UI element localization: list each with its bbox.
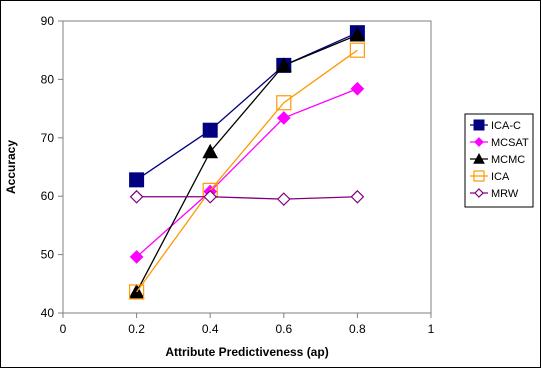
legend-label-mrw: MRW [491,188,519,200]
legend-label-ica: ICA [491,171,510,183]
x-axis-ticks: 0 0.2 0.4 0.6 0.8 1 [60,313,435,336]
y-tick-label: 70 [41,131,55,145]
data-point-ica-c [129,172,145,188]
data-point-mrw [129,189,144,204]
legend-label-mcsat: MCSAT [491,137,529,149]
data-point-mrw [350,189,365,204]
legend-marker-mrw [474,188,484,198]
series-line-mcmc [136,34,358,293]
legend-item-mcmc: MCMC [470,152,525,166]
plot-area [62,20,432,314]
data-point-ica [276,95,292,111]
legend-item-mrw: MRW [470,188,519,200]
x-tick-label: 0 [60,322,67,336]
y-tick-label: 80 [41,72,55,86]
data-point-mcmc [202,143,219,159]
legend-item-ica: ICA [470,170,510,183]
x-tick-label: 0.8 [349,322,366,336]
legend-item-mcsat: MCSAT [470,137,529,149]
legend-label-ica-c: ICA-C [491,120,521,132]
series-line-ica [136,49,358,293]
series-mrw [129,189,365,206]
data-point-mcmc [275,57,292,72]
series-mcsat [129,81,365,264]
data-point-mrw [203,189,218,204]
series-line-mcsat [136,88,358,258]
data-point-mrw [276,192,291,206]
legend-label-mcmc: MCMC [491,154,525,166]
x-tick-label: 0.6 [275,322,292,336]
data-point-mcmc [349,26,366,42]
y-tick-label: 90 [41,14,55,28]
x-axis-title: Attribute Predictiveness (ap) [165,345,328,359]
legend-marker-ica [473,170,485,182]
data-point-ica [129,284,145,300]
legend-item-ica-c: ICA-C [470,119,521,132]
legend-marker-mcmc [473,152,485,164]
x-tick-label: 0.4 [202,322,219,336]
y-tick-label: 50 [41,248,55,262]
legend-marker-ica-c [473,119,485,131]
data-point-ica [349,42,365,58]
data-point-mcsat [350,81,365,96]
series-line-mrw [136,196,358,200]
legend: ICA-C MCSAT MCMC ICA MRW [470,119,529,200]
x-tick-label: 0.2 [128,322,145,336]
data-point-mcsat [129,250,144,264]
y-axis-title: Accuracy [4,140,18,194]
data-point-ica-c [202,122,218,138]
series-line-ica-c [136,32,358,181]
data-point-mcsat [276,111,291,125]
y-tick-label: 40 [41,306,55,320]
legend-marker-mcsat [474,137,484,147]
x-tick-label: 1 [428,322,435,336]
series-layer [128,25,366,300]
y-axis-ticks: 40 50 60 70 80 90 [41,14,63,320]
y-tick-label: 60 [41,189,55,203]
